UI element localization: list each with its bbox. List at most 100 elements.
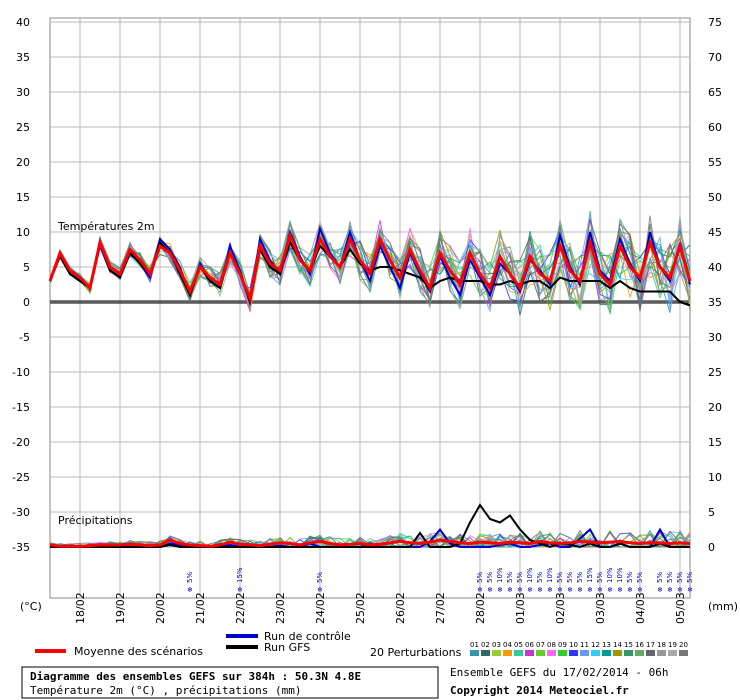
- snow-probability-label: 5%: [476, 572, 484, 583]
- legend-pert-number: 01: [470, 641, 479, 649]
- y-right-tick: 75: [708, 16, 722, 29]
- plot-frame: [49, 17, 691, 599]
- legend-pert-number: 12: [591, 641, 600, 649]
- snowflake-icon: ❄: [687, 586, 693, 594]
- y-right-tick: 25: [708, 366, 722, 379]
- y-left-tick: 0: [23, 296, 30, 309]
- snowflake-icon: ❄: [537, 586, 543, 594]
- legend-pert-number: 13: [602, 641, 611, 649]
- x-tick-label-24-02: 24/02: [314, 592, 327, 624]
- x-tick-label-23-02: 23/02: [274, 592, 287, 624]
- y-left-tick: 30: [16, 86, 30, 99]
- copyright: Copyright 2014 Meteociel.fr: [450, 684, 629, 697]
- snow-probability-label: 15%: [236, 567, 244, 583]
- snow-probability-label: 10%: [526, 567, 534, 583]
- x-tick-label-28-02: 28/02: [474, 592, 487, 624]
- legend-control-label: Run de contrôle: [264, 630, 351, 643]
- snowflake-icon: ❄: [547, 586, 553, 594]
- snowflake-icon: ❄: [677, 586, 683, 594]
- snow-probability-label: 5%: [656, 572, 664, 583]
- y-right-tick: 15: [708, 436, 722, 449]
- legend-pert-number: 05: [514, 641, 523, 649]
- snow-probability-label: 5%: [676, 572, 684, 583]
- y-right-tick: 35: [708, 296, 722, 309]
- snowflake-icon: ❄: [567, 586, 573, 594]
- snow-probability-label: 5%: [516, 572, 524, 583]
- run-info: Ensemble GEFS du 17/02/2014 - 06h: [450, 666, 669, 679]
- snow-probability-label: 10%: [496, 567, 504, 583]
- snow-probability-label: 5%: [316, 572, 324, 583]
- legend-pert-swatch: [624, 650, 633, 656]
- y-right-tick: 0: [708, 541, 715, 554]
- legend-pert-swatch: [602, 650, 611, 656]
- legend-pert-swatch: [481, 650, 490, 656]
- legend-pert-number: 04: [503, 641, 512, 649]
- chart-subtitle: Température 2m (°C) , précipitations (mm…: [30, 684, 302, 697]
- legend-pert-swatch: [547, 650, 556, 656]
- x-tick-label-26-02: 26/02: [394, 592, 407, 624]
- snow-probability-label: 5%: [186, 572, 194, 583]
- snowflake-icon: ❄: [477, 586, 483, 594]
- snowflake-icon: ❄: [627, 586, 633, 594]
- y-left-tick: 40: [16, 16, 30, 29]
- x-tick-label-01-03: 01/03: [514, 592, 527, 624]
- y-left-tick: 35: [16, 51, 30, 64]
- legend-pert-swatch: [646, 650, 655, 656]
- snow-probability-label: 10%: [616, 567, 624, 583]
- y-right-tick: 65: [708, 86, 722, 99]
- legend-pert-number: 02: [481, 641, 490, 649]
- x-tick-label-04-03: 04/03: [634, 592, 647, 624]
- snowflake-icon: ❄: [237, 586, 243, 594]
- chart-title: Diagramme des ensembles GEFS sur 384h : …: [30, 670, 361, 683]
- legend-gfs-label: Run GFS: [264, 641, 310, 654]
- snow-probability-label: 5%: [576, 572, 584, 583]
- snowflake-icon: ❄: [317, 586, 323, 594]
- mean-temp-line: [48, 230, 692, 304]
- legend-pert-number: 18: [657, 641, 666, 649]
- y-left-tick: 15: [16, 191, 30, 204]
- x-tick-label-22-02: 22/02: [234, 592, 247, 624]
- legend-pert-swatch: [503, 650, 512, 656]
- y-right-tick: 45: [708, 226, 722, 239]
- y-left-tick: -35: [12, 541, 30, 554]
- snowflake-icon: ❄: [667, 586, 673, 594]
- snow-probability-label: 5%: [566, 572, 574, 583]
- snowflake-icon: ❄: [637, 586, 643, 594]
- y-left-tick: 10: [16, 226, 30, 239]
- gfs-precip-line: [50, 503, 690, 549]
- y-left-tick: 5: [23, 261, 30, 274]
- title-box: [21, 666, 439, 699]
- legend-pert-number: 15: [624, 641, 633, 649]
- legend-pert-number: 08: [547, 641, 556, 649]
- legend-pert-number: 14: [613, 641, 622, 649]
- y-left-tick: -30: [12, 506, 30, 519]
- legend-pert-swatch: [591, 650, 600, 656]
- legend-pert-number: 20: [679, 641, 688, 649]
- y-right-tick: 50: [708, 191, 722, 204]
- snowflake-icon: ❄: [577, 586, 583, 594]
- precipitation-label: Précipitations: [58, 514, 133, 527]
- y-right-tick: 40: [708, 261, 722, 274]
- legend-pert-number: 17: [646, 641, 655, 649]
- snow-probability-label: 10%: [546, 567, 554, 583]
- mean-precip-line: [49, 538, 691, 548]
- y-left-tick: 20: [16, 156, 30, 169]
- legend-pert-swatch: [679, 650, 688, 656]
- snowflake-icon: ❄: [527, 586, 533, 594]
- snowflake-icon: ❄: [497, 586, 503, 594]
- legend-pert-number: 19: [668, 641, 677, 649]
- y-left-tick: -25: [12, 471, 30, 484]
- snowflake-icon: ❄: [507, 586, 513, 594]
- legend-pert-number: 03: [492, 641, 501, 649]
- x-tick-label-05-03: 05/03: [674, 592, 687, 624]
- x-tick-label-18-02: 18/02: [74, 592, 87, 624]
- snowflake-icon: ❄: [487, 586, 493, 594]
- snowflake-icon: ❄: [597, 586, 603, 594]
- legend-pert-swatch: [569, 650, 578, 656]
- y-right-tick: 20: [708, 401, 722, 414]
- legend-pert-swatch: [492, 650, 501, 656]
- legend-pert-swatch: [514, 650, 523, 656]
- snowflake-icon: ❄: [587, 586, 593, 594]
- y-right-unit: (mm): [708, 600, 738, 613]
